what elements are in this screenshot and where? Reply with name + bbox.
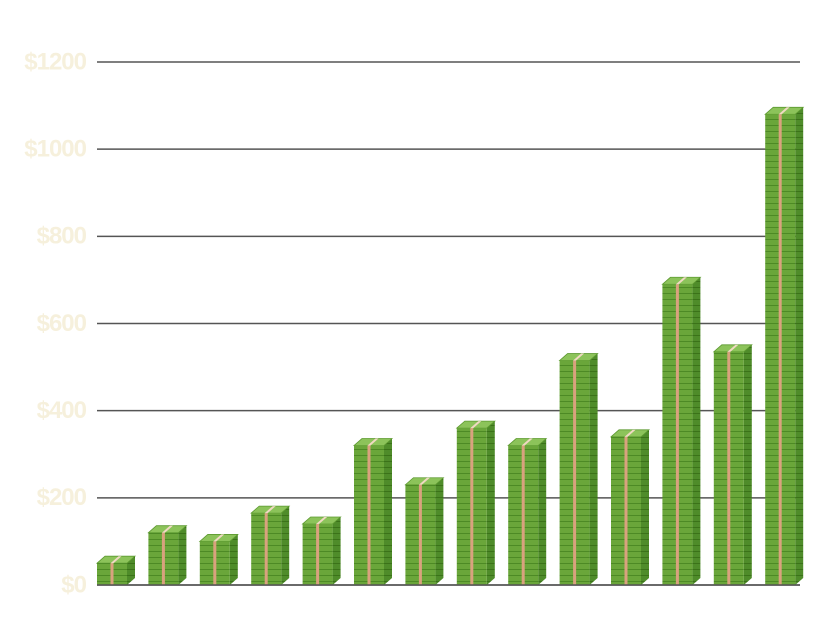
y-tick-label: $600 (37, 310, 87, 337)
y-tick-label: $800 (37, 223, 87, 250)
stack-band (675, 284, 679, 585)
stack-band-top (161, 525, 173, 533)
stack-side (538, 438, 547, 585)
stack-band (316, 523, 320, 585)
stack-band (264, 513, 268, 585)
stack-side (127, 556, 135, 585)
stack-band (521, 445, 525, 585)
y-tick-label: $1000 (24, 136, 86, 163)
stack-side (332, 516, 341, 585)
stack-band-top (624, 429, 636, 437)
y-tick-label: $1200 (24, 48, 86, 75)
stack-side (795, 107, 804, 586)
stack-band-top (778, 107, 790, 115)
stack-side (641, 429, 649, 585)
stack-band (573, 360, 577, 585)
money-stack (301, 516, 342, 585)
stack-band (727, 351, 731, 585)
stack-band (778, 114, 782, 586)
stack-band-top (213, 534, 225, 542)
stack-band (110, 563, 114, 585)
y-tick-label: $400 (37, 397, 87, 424)
stack-side (229, 534, 238, 585)
stack-band-top (727, 344, 739, 352)
stack-band-top (264, 506, 276, 514)
y-tick-label: $200 (37, 484, 87, 511)
money-stack (404, 477, 445, 585)
money-stack (95, 555, 137, 585)
stack-band-top (470, 421, 482, 429)
y-tick-label: $0 (61, 571, 86, 598)
stack-side (692, 277, 701, 585)
money-stack (507, 438, 548, 585)
money-stack (250, 505, 291, 585)
stack-side (743, 344, 752, 585)
stack-band (367, 445, 371, 585)
money-stack (147, 525, 188, 585)
stack-band-top (573, 353, 585, 361)
money-stack (558, 353, 599, 585)
stack-side (384, 438, 392, 585)
stack-band-top (110, 556, 122, 564)
stack-side (589, 353, 598, 585)
stack-band-top (316, 516, 328, 524)
stack-band-top (367, 438, 379, 446)
stack-side (435, 477, 444, 585)
stack-band (213, 541, 217, 585)
money-stack (352, 438, 394, 585)
stack-side (486, 421, 495, 585)
stack-band (161, 532, 165, 585)
stack-side (281, 506, 290, 585)
money-stack (661, 276, 702, 585)
stack-band (418, 484, 422, 585)
stack-band (624, 436, 628, 585)
money-stack (764, 106, 805, 586)
stack-band-top (675, 277, 687, 285)
stack-band-top (521, 438, 533, 446)
money-stack (712, 344, 753, 585)
money-stack (198, 534, 239, 585)
money-stack (455, 420, 496, 585)
stack-band-top (418, 477, 430, 485)
stack-side (178, 525, 187, 585)
stack-band (470, 428, 474, 585)
money-stack (609, 429, 651, 585)
